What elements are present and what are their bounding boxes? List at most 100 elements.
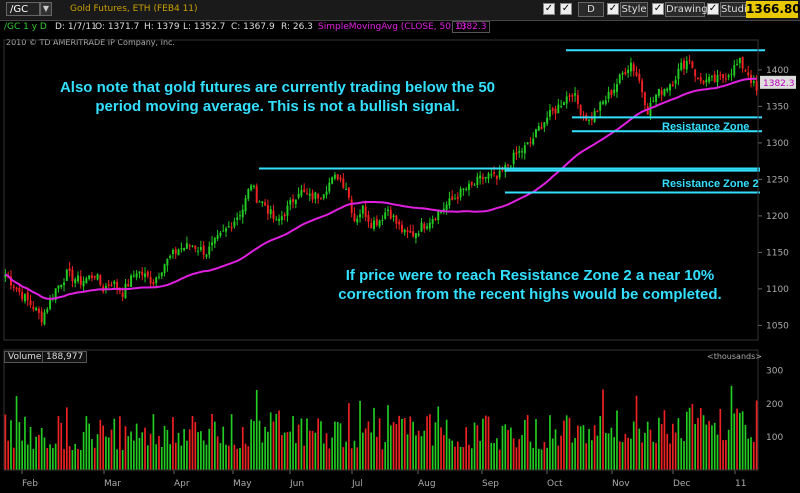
volume-bar [88,423,91,470]
candle-body [498,170,501,178]
candle-body [37,308,40,313]
volume-bar [604,433,607,470]
checkbox-4[interactable]: ✓ [652,3,664,15]
candle-body [12,286,15,288]
period-button[interactable]: D [578,2,604,17]
candle-body [183,247,186,251]
candle-body [434,218,437,220]
checkbox-1[interactable]: ✓ [543,3,555,15]
volume-bar [272,421,275,470]
candle-body [331,177,334,184]
candle-body [21,291,24,300]
volume-bar [105,436,107,470]
volume-bar [401,418,403,470]
candle-body [730,73,733,75]
volume-bar [705,424,708,470]
candle-body [540,126,543,130]
candle-body [568,95,571,97]
volume-bar [384,442,387,470]
volume-bar [63,449,65,470]
drawings-button[interactable]: Drawings [665,2,713,17]
volume-bar [334,421,336,470]
candle-body [10,276,12,286]
candle-body [225,228,227,232]
volume-bar [389,425,392,470]
candle-body [166,258,169,266]
candle-body [353,213,356,222]
time-label: Nov [612,479,630,489]
candle-body [481,177,484,180]
volume-bar [423,430,426,470]
candle-body [691,61,694,68]
volume-bar [300,418,303,470]
candle-body [252,185,255,187]
candle-body [264,202,267,206]
volume-bar [311,430,314,470]
candle-body [236,217,239,220]
volume-bar [152,414,155,470]
candle-body [752,81,755,83]
volume-bar [711,425,713,470]
volume-bar [219,443,222,470]
volume-bar [691,403,694,470]
style-button[interactable]: Style [620,2,648,17]
candle-body [741,56,744,69]
volume-bar [476,425,479,470]
volume-bar [571,442,574,470]
price-tick-label: 1350 [766,102,789,112]
volume-bar [29,426,32,470]
checkbox-3[interactable]: ✓ [607,3,619,15]
volume-bar [699,407,702,470]
symbol-period: /GC 1 y D [4,22,47,32]
volume-bar [557,445,560,470]
candle-body [724,78,727,80]
checkbox-2[interactable]: ✓ [560,3,572,15]
volume-bar [417,430,420,470]
candle-body [512,152,515,164]
volume-bar [328,448,331,470]
volume-bar [356,447,359,470]
checkbox-5[interactable]: ✓ [707,3,719,15]
volume-bar [99,419,102,470]
volume-bar [719,408,722,470]
symbol-dropdown-icon[interactable]: ▼ [40,2,52,16]
volume-bar [741,411,744,470]
candle-body [680,62,683,70]
volume-bar [275,413,278,470]
volume-bar [283,432,286,470]
candle-body [141,271,144,276]
candle-body [158,276,160,278]
candle-body [292,199,295,202]
volume-bar [211,414,213,470]
volume-bar [38,434,40,470]
volume-bar [694,424,697,470]
candle-body [275,219,278,221]
candle-body [515,152,518,155]
candle-body [507,164,510,166]
volume-bar [412,421,414,470]
candle-body [437,211,440,221]
candle-body [29,300,32,306]
candle-body [451,196,454,200]
candle-body [258,201,261,203]
volume-bar [644,432,646,470]
candle-body [280,216,283,220]
candle-body [476,177,479,185]
candle-body [747,72,750,76]
info-bar: /GC 1 y D D: 1/7/11 O: 1371.7 H: 1379 L:… [0,21,800,35]
candle-body [359,214,362,218]
candle-body [624,71,627,75]
volume-bar [663,410,666,470]
symbol-input[interactable]: /GC [6,2,40,16]
candle-body [663,89,666,96]
volume-bar [141,432,144,470]
candle-body [657,88,660,96]
candle-body [599,102,602,111]
candle-body [219,232,222,236]
volume-bar [230,414,233,470]
info-open: O: 1371.7 [95,22,140,32]
candle-body [467,183,470,190]
candle-body [685,61,688,70]
volume-bar [364,428,367,470]
